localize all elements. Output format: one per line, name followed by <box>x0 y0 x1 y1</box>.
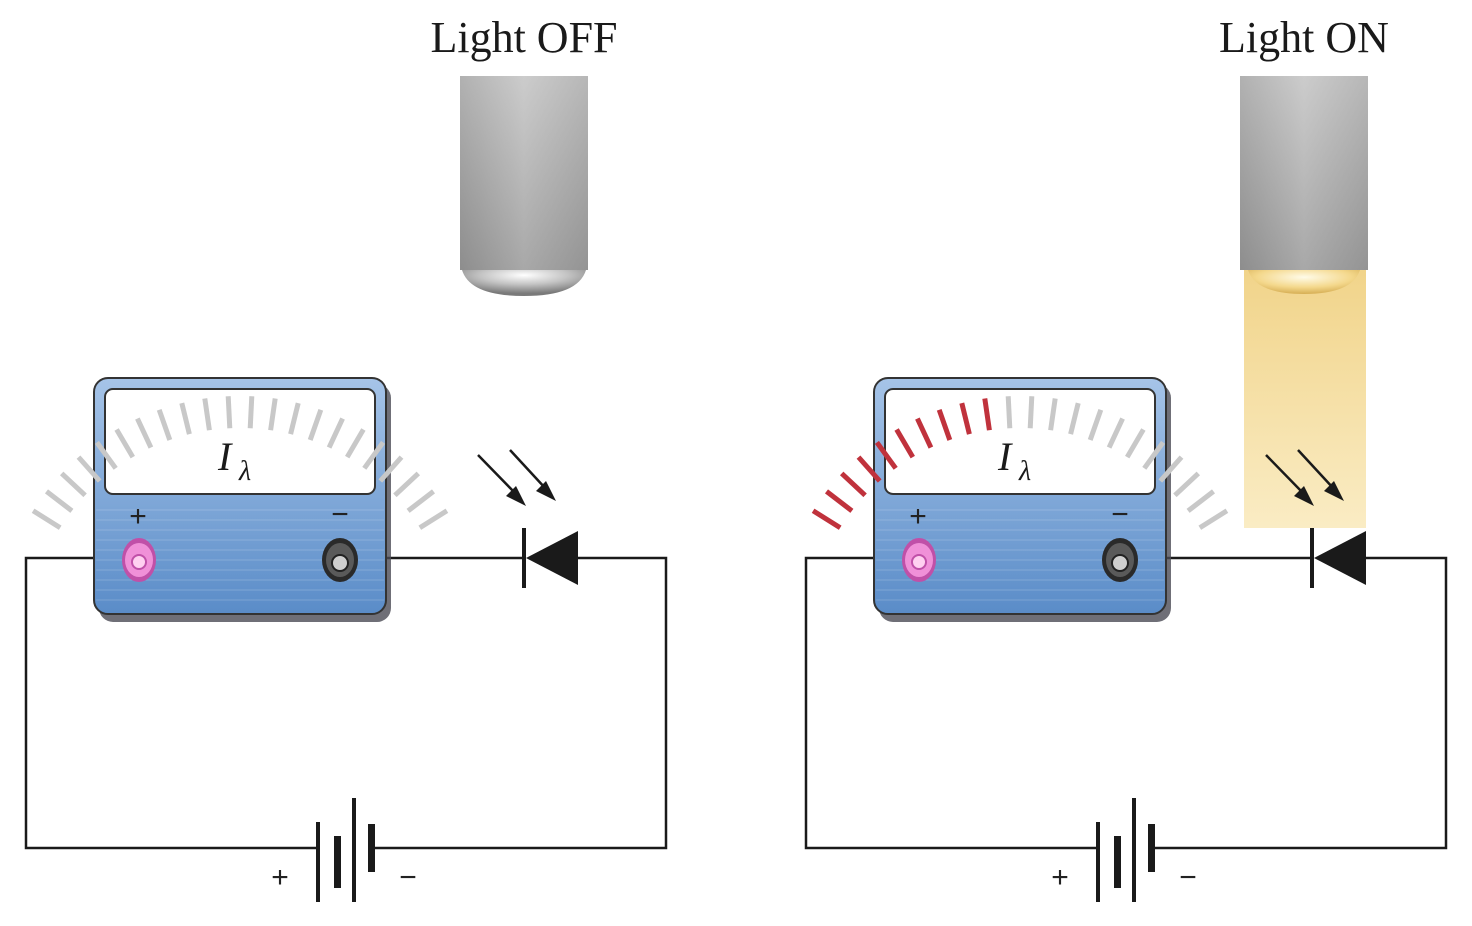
meter-scale-tick <box>874 440 898 470</box>
panel-caption: Light ON <box>1219 13 1389 62</box>
meter-scale-tick <box>362 440 386 470</box>
meter-scale-tick <box>982 398 992 431</box>
positive-terminal <box>902 538 936 582</box>
meter-scale-tick <box>915 417 934 449</box>
meter-scale-tick <box>1198 508 1229 530</box>
meter-scale-tick <box>156 408 173 441</box>
meter-scale-tick <box>94 440 118 470</box>
meter-plus-label: + <box>909 500 927 533</box>
circuit-light-off: I λ + − <box>24 76 668 902</box>
battery-plus-label: + <box>271 861 289 894</box>
meter-scale <box>31 396 449 530</box>
meter-minus-label: − <box>1111 498 1129 531</box>
meter-symbol: I <box>997 434 1013 479</box>
light-beam <box>1244 270 1366 528</box>
meter-scale-tick <box>378 455 404 483</box>
incoming-light-arrows <box>1265 449 1344 506</box>
battery: + − <box>271 798 417 902</box>
meter-scale-tick <box>393 471 421 498</box>
battery-minus-label: − <box>1179 861 1197 894</box>
meter-scale-tick <box>1158 455 1184 483</box>
meter-scale-tick <box>959 402 972 435</box>
negative-terminal <box>322 538 358 582</box>
meter-scale-tick <box>1068 402 1081 435</box>
meter-scale-tick <box>1106 417 1125 449</box>
lamp-lens <box>462 270 586 296</box>
meter-scale <box>811 396 1229 530</box>
meter-scale-tick <box>225 396 233 429</box>
meter-scale-tick <box>31 508 62 530</box>
meter-scale-tick <box>1142 440 1166 470</box>
panel-light-off: Light OFF <box>24 13 668 902</box>
meter-scale-tick <box>247 396 255 429</box>
ammeter: I λ + − <box>811 377 1229 622</box>
meter-subscript: λ <box>238 456 251 487</box>
meter-scale-tick <box>1173 471 1201 498</box>
meter-scale-tick <box>856 455 882 483</box>
lamp <box>460 76 588 296</box>
meter-scale-tick <box>406 489 436 513</box>
battery-plus-label: + <box>1051 861 1069 894</box>
meter-scale-tick <box>1005 396 1013 429</box>
incoming-light-arrows <box>477 449 556 506</box>
lamp-lens <box>1248 270 1360 294</box>
meter-scale-tick <box>839 471 867 498</box>
photodiode <box>522 528 578 588</box>
lamp <box>1240 76 1368 294</box>
meter-scale-tick <box>1048 398 1058 431</box>
meter-plus-label: + <box>129 500 147 533</box>
meter-scale-tick <box>114 428 135 459</box>
meter-scale-tick <box>418 508 449 530</box>
battery-minus-label: − <box>399 861 417 894</box>
meter-scale-tick <box>202 398 212 431</box>
meter-subscript: λ <box>1018 456 1031 487</box>
meter-face <box>884 388 1156 495</box>
meter-scale-tick <box>894 428 915 459</box>
meter-scale-tick <box>1027 396 1035 429</box>
photodiode <box>1310 528 1366 588</box>
meter-scale-tick <box>1125 428 1146 459</box>
ammeter: I λ + − <box>31 377 449 622</box>
panel-light-on: Light ON <box>780 0 1472 926</box>
meter-scale-tick <box>345 428 366 459</box>
meter-minus-label: − <box>331 498 349 531</box>
meter-symbol: I <box>217 434 233 479</box>
meter-scale-tick <box>135 417 154 449</box>
meter-face <box>104 388 376 495</box>
meter-scale-tick <box>44 489 74 513</box>
meter-scale-tick <box>288 402 301 435</box>
meter-scale-tick <box>1186 489 1216 513</box>
meter-scale-tick <box>76 455 102 483</box>
negative-terminal <box>1102 538 1138 582</box>
meter-scale-tick <box>307 408 324 441</box>
meter-scale-tick <box>811 508 842 530</box>
meter-scale-tick <box>59 471 87 498</box>
positive-terminal <box>122 538 156 582</box>
meter-scale-tick <box>1087 408 1104 441</box>
meter-scale-tick <box>268 398 278 431</box>
meter-scale-tick <box>179 402 192 435</box>
panel-caption: Light OFF <box>430 13 618 62</box>
meter-scale-tick <box>326 417 345 449</box>
meter-scale-tick <box>824 489 854 513</box>
battery: + − <box>1051 798 1197 902</box>
circuit-light-on: I λ + − <box>804 76 1448 902</box>
meter-scale-tick <box>936 408 953 441</box>
